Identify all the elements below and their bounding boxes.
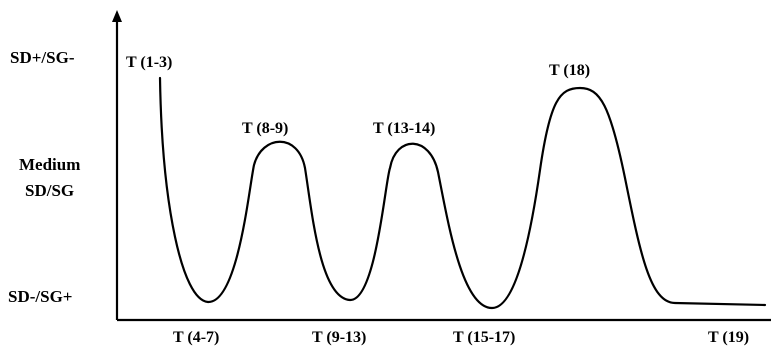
y-level-top-label: SD+/SG- <box>10 48 75 67</box>
y-level-middle-label-line1: Medium <box>19 155 80 174</box>
valley-label-t4-7: T (4-7) <box>173 329 219 346</box>
y-level-middle-label-line2: SD/SG <box>25 181 74 200</box>
peak-label-t18: T (18) <box>549 62 590 79</box>
peak-label-t8-9: T (8-9) <box>242 120 288 137</box>
valley-label-t9-13: T (9-13) <box>312 329 366 346</box>
valley-label-t15-17: T (15-17) <box>453 329 515 346</box>
y-axis-arrowhead <box>112 10 122 22</box>
peak-label-t1-3: T (1-3) <box>126 54 172 71</box>
y-level-bottom-label: SD-/SG+ <box>8 287 72 306</box>
valley-label-t19: T (19) <box>708 329 749 346</box>
state-wave-curve <box>158 76 767 310</box>
peak-label-t13-14: T (13-14) <box>373 120 435 137</box>
